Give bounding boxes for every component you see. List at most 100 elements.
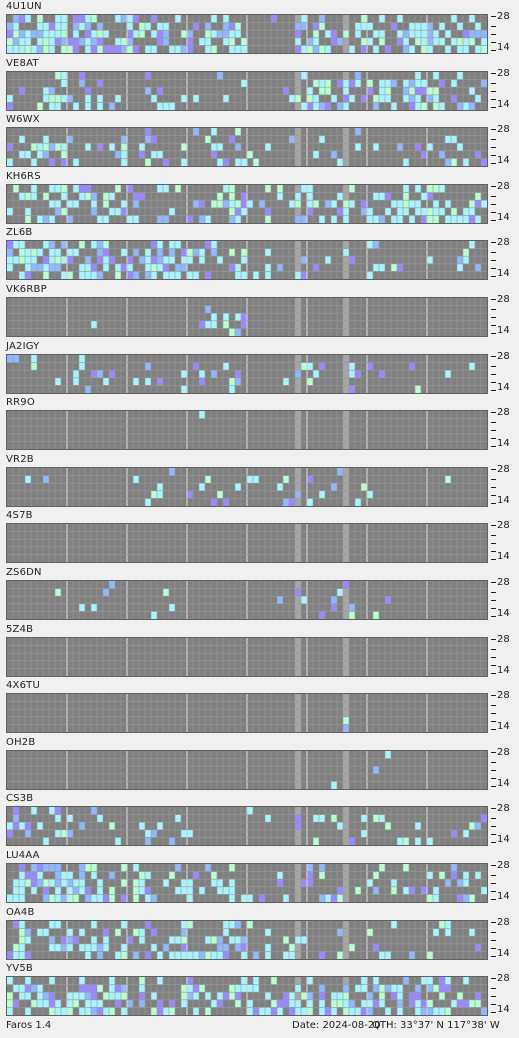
beacon-callsign: VK6RBP (6, 284, 47, 295)
signal-cell (127, 215, 133, 223)
signal-cell (31, 999, 37, 1008)
signal-cell (169, 45, 175, 53)
signal-cell (445, 1007, 451, 1016)
signal-cell (241, 207, 247, 216)
signal-cell (277, 871, 283, 880)
signal-cell (475, 192, 481, 200)
signal-cell (205, 320, 211, 329)
signal-cell (247, 1007, 253, 1016)
signal-cell (55, 207, 61, 216)
signal-cell (373, 984, 379, 993)
propagation-grid-canvas (7, 694, 487, 733)
signal-cell (97, 45, 103, 53)
signal-cell (433, 101, 439, 110)
signal-cell (397, 143, 403, 151)
signal-cell (13, 814, 19, 823)
signal-cell (109, 871, 115, 880)
signal-cell (205, 935, 211, 944)
signal-cell (307, 992, 313, 1000)
signal-cell (121, 248, 127, 257)
signal-cell (367, 207, 373, 216)
signal-cell (61, 935, 67, 944)
propagation-grid (6, 976, 488, 1017)
signal-cell (79, 943, 85, 951)
signal-cell (457, 215, 463, 223)
scale-tick (491, 268, 496, 270)
signal-cell (247, 475, 253, 483)
signal-cell (295, 369, 301, 378)
scale-tick (491, 299, 496, 300)
signal-cell (25, 475, 31, 483)
signal-cell (181, 928, 187, 936)
signal-cell (349, 94, 355, 102)
signal-cell (145, 362, 151, 370)
signal-cell (187, 879, 193, 887)
signal-cell (319, 984, 325, 993)
beacon-callsign: LU4AA (6, 850, 40, 861)
signal-cell (61, 943, 67, 951)
signal-cell (403, 837, 409, 846)
signal-cell (55, 94, 61, 102)
signal-cell (409, 886, 415, 895)
signal-cell (43, 192, 49, 200)
signal-cell (67, 45, 73, 53)
signal-cell (37, 999, 43, 1008)
signal-cell (67, 248, 73, 257)
signal-cell (55, 30, 61, 38)
signal-cell (109, 45, 115, 53)
signal-cell (409, 101, 415, 110)
signal-cell (427, 192, 433, 200)
signal-cell (415, 822, 421, 831)
signal-cell (151, 45, 157, 53)
frequency-scale: 28 14 (490, 68, 518, 113)
signal-cell (19, 30, 25, 38)
signal-cell (415, 71, 421, 80)
signal-cell (97, 79, 103, 87)
signal-cell (229, 22, 235, 31)
signal-cell (295, 490, 301, 499)
signal-cell (139, 999, 145, 1008)
scale-label-bottom: 14 (497, 947, 510, 959)
signal-cell (367, 22, 373, 31)
signal-cell (121, 37, 127, 46)
signal-cell (145, 128, 151, 136)
signal-cell (127, 184, 133, 193)
beacon-callsign: OA4B (6, 906, 35, 918)
hour-marker (295, 977, 301, 1016)
signal-cell (121, 135, 127, 144)
signal-cell (181, 264, 187, 272)
signal-cell (67, 215, 73, 223)
signal-cell (229, 879, 235, 887)
signal-cell (55, 264, 61, 272)
signal-cell (289, 943, 295, 951)
signal-cell (67, 94, 73, 102)
signal-cell (409, 22, 415, 31)
signal-cell (331, 992, 337, 1000)
signal-cell (397, 199, 403, 208)
signal-cell (175, 935, 181, 944)
signal-cell (265, 950, 271, 959)
signal-cell (409, 199, 415, 208)
signal-cell (181, 992, 187, 1000)
signal-cell (205, 22, 211, 31)
signal-cell (79, 79, 85, 87)
signal-cell (295, 935, 301, 944)
signal-cell (247, 199, 253, 208)
scale-tick (491, 276, 496, 278)
signal-cell (61, 830, 67, 838)
signal-cell (79, 864, 85, 872)
signal-cell (7, 37, 13, 46)
signal-cell (193, 199, 199, 208)
signal-cell (139, 871, 145, 880)
scale-tick (491, 355, 496, 357)
signal-cell (403, 184, 409, 193)
signal-cell (271, 15, 277, 23)
signal-cell (67, 199, 73, 208)
signal-cell (73, 248, 79, 257)
signal-cell (175, 45, 181, 53)
signal-cell (391, 215, 397, 223)
signal-cell (61, 871, 67, 880)
signal-cell (229, 992, 235, 1000)
signal-cell (49, 143, 55, 151)
signal-cell (223, 992, 229, 1000)
